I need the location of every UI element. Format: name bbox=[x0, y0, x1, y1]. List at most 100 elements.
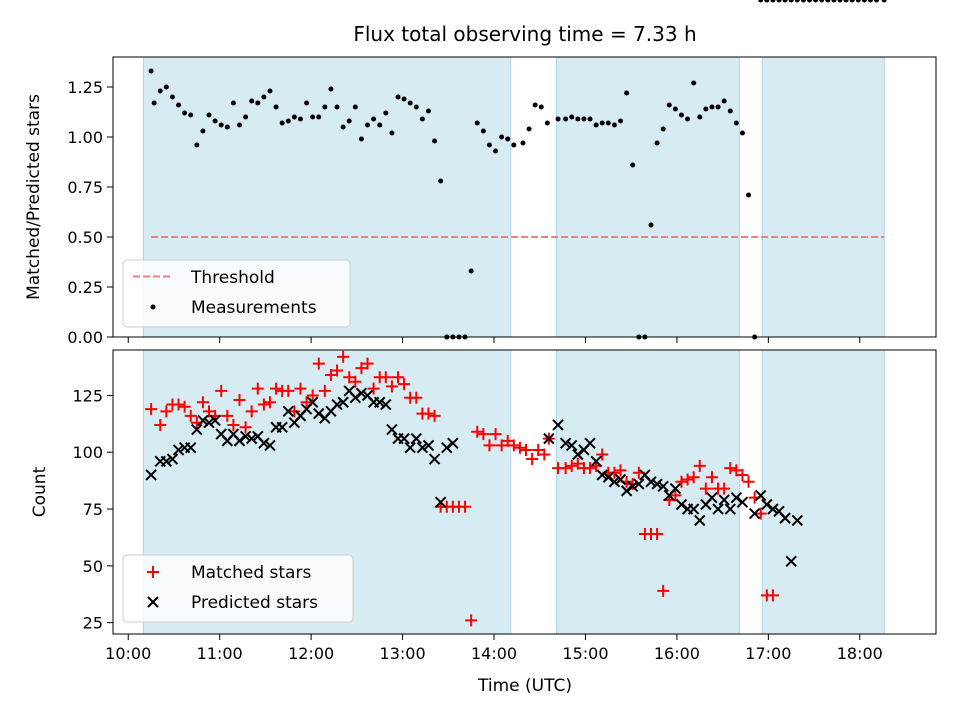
measurement-point bbox=[182, 110, 188, 116]
predicted-star-point bbox=[380, 398, 392, 411]
measurement-point bbox=[224, 124, 230, 130]
matched-star-point bbox=[270, 382, 283, 395]
chart-title: Flux total observing time = 7.33 h bbox=[353, 22, 696, 46]
measurement-point bbox=[322, 104, 328, 110]
top-y-axis-label: Matched/Predicted stars bbox=[24, 94, 44, 300]
measurement-point bbox=[365, 122, 371, 128]
measurement-point bbox=[819, 0, 825, 3]
measurement-point bbox=[194, 142, 200, 148]
measurement-point bbox=[401, 96, 407, 102]
matched-star-point bbox=[669, 489, 682, 502]
predicted-star-point bbox=[736, 496, 749, 508]
measurement-point bbox=[788, 0, 794, 3]
matched-star-point bbox=[520, 443, 533, 456]
measurement-point bbox=[861, 0, 867, 3]
predicted-star-point bbox=[145, 469, 157, 481]
matched-star-point bbox=[742, 475, 755, 488]
predicted-star-point bbox=[374, 396, 386, 408]
matched-star-point bbox=[483, 439, 496, 452]
matched-star-point bbox=[532, 443, 545, 456]
matched-star-point bbox=[559, 462, 572, 475]
measurement-point bbox=[703, 106, 709, 112]
bottom-panel: 25 50 75 100 125 10:00 11:00 12:00 13:00 14:00 15… bbox=[30, 350, 937, 696]
matched-star-point bbox=[154, 418, 167, 431]
matched-star-point bbox=[705, 471, 718, 484]
matched-star-point bbox=[724, 462, 737, 475]
measurement-point bbox=[340, 124, 346, 130]
matched-star-point bbox=[410, 391, 423, 404]
measurements-legend-label: Measurements bbox=[191, 298, 317, 318]
measurement-point bbox=[825, 0, 831, 3]
measurement-point bbox=[480, 128, 486, 134]
matched-star-point bbox=[145, 403, 158, 416]
predicted-star-point bbox=[559, 437, 572, 449]
measurement-point bbox=[575, 116, 581, 122]
measurement-point bbox=[831, 0, 837, 3]
measurement-point bbox=[328, 86, 334, 92]
measurement-point bbox=[200, 128, 206, 134]
measurement-point bbox=[151, 100, 157, 106]
predicted-star-point bbox=[675, 498, 688, 511]
measurement-point bbox=[611, 122, 617, 128]
top-x-axis-ticks bbox=[127, 337, 861, 343]
y-tick-label: 0.50 bbox=[67, 228, 103, 247]
predicted-star-point bbox=[767, 503, 779, 515]
matched-star-point bbox=[675, 475, 688, 488]
measurement-point bbox=[654, 140, 660, 146]
y-tick-label: 75 bbox=[83, 500, 103, 519]
predicted-star-point bbox=[191, 423, 203, 436]
x-tick-label: 12:00 bbox=[288, 644, 334, 663]
matched-star-point bbox=[379, 371, 392, 384]
measurement-point bbox=[425, 108, 431, 114]
measurement-point bbox=[581, 116, 587, 122]
measurement-point bbox=[555, 116, 561, 122]
matched-star-point bbox=[251, 382, 264, 395]
top-plot-frame bbox=[112, 56, 937, 338]
measurement-point bbox=[371, 116, 377, 122]
measurement-point bbox=[881, 0, 887, 3]
predicted-star-point bbox=[590, 455, 602, 468]
measurement-point bbox=[468, 268, 474, 274]
x-tick-label: 13:00 bbox=[380, 644, 426, 663]
matched-star-point bbox=[221, 409, 234, 422]
measurement-point bbox=[230, 100, 236, 106]
matched-star-point bbox=[239, 421, 252, 434]
measurement-point bbox=[532, 102, 538, 108]
matched-star-point bbox=[343, 371, 356, 384]
measurement-point bbox=[304, 100, 310, 106]
matched-star-point bbox=[300, 396, 313, 409]
matched-star-point bbox=[257, 398, 270, 411]
y-tick-label: 0.75 bbox=[67, 178, 103, 197]
predicted-star-point bbox=[239, 430, 252, 443]
measurement-point bbox=[176, 102, 182, 108]
matched-star-point bbox=[513, 441, 526, 454]
predicted-star-point bbox=[386, 423, 398, 436]
top-panel: 0.00 0.25 0.50 0.75 1.00 1.25 Matched/Predict… bbox=[24, 0, 937, 347]
y-tick-label: 0.00 bbox=[67, 328, 103, 347]
matched-legend-swatch bbox=[147, 566, 159, 578]
measurement-point bbox=[249, 98, 255, 104]
matched-star-point bbox=[626, 478, 639, 491]
predicted-star-point bbox=[552, 419, 564, 431]
measurement-point bbox=[346, 118, 352, 124]
predicted-star-point bbox=[410, 432, 422, 445]
measurement-point bbox=[593, 122, 599, 128]
measurement-point bbox=[691, 80, 697, 86]
x-tick-label: 14:00 bbox=[471, 644, 517, 663]
measurement-point bbox=[733, 120, 739, 126]
y-tick-label: 100 bbox=[72, 443, 103, 462]
matched-star-point bbox=[203, 405, 216, 418]
predicted-star-point bbox=[404, 441, 416, 454]
matched-star-point bbox=[730, 464, 743, 477]
matched-star-point bbox=[507, 439, 520, 452]
matched-star-point bbox=[227, 418, 240, 431]
measurement-point bbox=[599, 120, 605, 126]
predicted-star-point bbox=[633, 478, 645, 490]
predicted-star-point bbox=[687, 503, 700, 515]
matched-star-point bbox=[324, 368, 337, 381]
bottom-legend: Matched stars Predicted stars bbox=[122, 554, 354, 623]
y-tick-label: 125 bbox=[72, 386, 103, 405]
matched-star-point bbox=[196, 396, 209, 409]
predicted-star-point bbox=[572, 448, 584, 461]
matched-star-point bbox=[608, 466, 621, 479]
